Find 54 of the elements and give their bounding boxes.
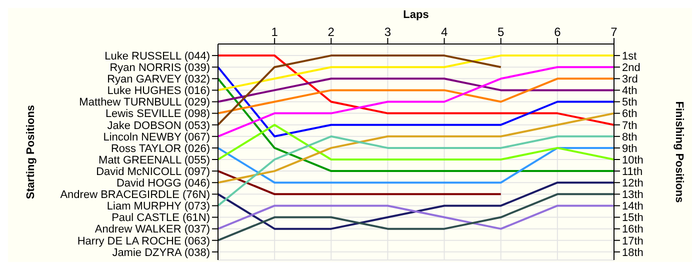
y-tick-label: 1st [622, 50, 637, 62]
x-tick-label: 5 [498, 25, 505, 39]
y-tick-label: 11th [622, 166, 643, 178]
y-tick-label: 12th [622, 178, 644, 190]
y-tick-label: 10th [622, 154, 644, 166]
y-tick-label: 16th [622, 224, 644, 236]
text: Ryan GARVEY (032) [107, 74, 210, 86]
text: Andrew WALKER (037) [94, 224, 210, 236]
text: David McNICOLL (097) [96, 166, 210, 178]
text: Luke HUGHES (016) [107, 85, 210, 98]
text: Ryan NORRIS (039) [110, 62, 210, 74]
y-tick-label: 13th [622, 189, 644, 202]
y-tick-label: 6th [622, 108, 638, 120]
text: Paul CASTLE (61N) [112, 212, 210, 224]
y-tick-label: 5th [622, 96, 638, 109]
line-series [218, 54, 614, 126]
y-tick-label: 17th [622, 235, 644, 248]
y-tick-label: 2nd [622, 62, 640, 74]
y-tick-label: 14th [622, 200, 644, 213]
y-tick-label: 9th [622, 142, 638, 155]
y-tick-label: 7th [622, 120, 638, 132]
y-tick-label: 3rd [622, 74, 638, 86]
text: Jake DOBSON (053) [107, 120, 210, 132]
text: Jamie DZYRA (038) [112, 246, 210, 259]
text: Starting Positions [24, 104, 37, 200]
x-axis-title: Laps [403, 8, 429, 21]
text: Matthew TURNBULL (029) [79, 96, 210, 109]
y-axis-title: Finishing Positions [673, 101, 686, 203]
text: David HOGG (046) [116, 178, 210, 190]
line-series [218, 135, 614, 207]
y-tick-label: 4th [622, 85, 638, 98]
x-tick-label: 7 [610, 25, 618, 39]
x-tick-label: 4 [440, 25, 448, 39]
text: Andrew BRACEGIRDLE (76N) [60, 189, 210, 202]
line-series [218, 112, 614, 184]
text: Ross TAYLOR (026) [110, 142, 210, 155]
line-series [218, 66, 614, 138]
line-series [218, 78, 614, 114]
text: Lincoln NEWBY (067) [103, 131, 210, 144]
line-series [218, 54, 614, 92]
x-tick-label: 6 [554, 25, 562, 39]
line-series [218, 182, 614, 230]
line-series [218, 193, 614, 242]
x-tick-label: 1 [271, 25, 278, 39]
y-tick-label: 8th [622, 131, 638, 144]
x-tick-label: 3 [384, 25, 392, 39]
text: Liam MURPHY (073) [106, 200, 210, 213]
text: Matt GREENALL (055) [98, 154, 210, 166]
text: Harry DE LA ROCHE (063) [77, 235, 210, 248]
y-tick-label: 18th [622, 246, 644, 259]
text: Luke RUSSELL (044) [104, 50, 210, 62]
y-tick-label: 15th [622, 212, 644, 224]
text: Lewis SEVILLE (098) [105, 108, 210, 120]
x-tick-label: 2 [328, 25, 335, 39]
